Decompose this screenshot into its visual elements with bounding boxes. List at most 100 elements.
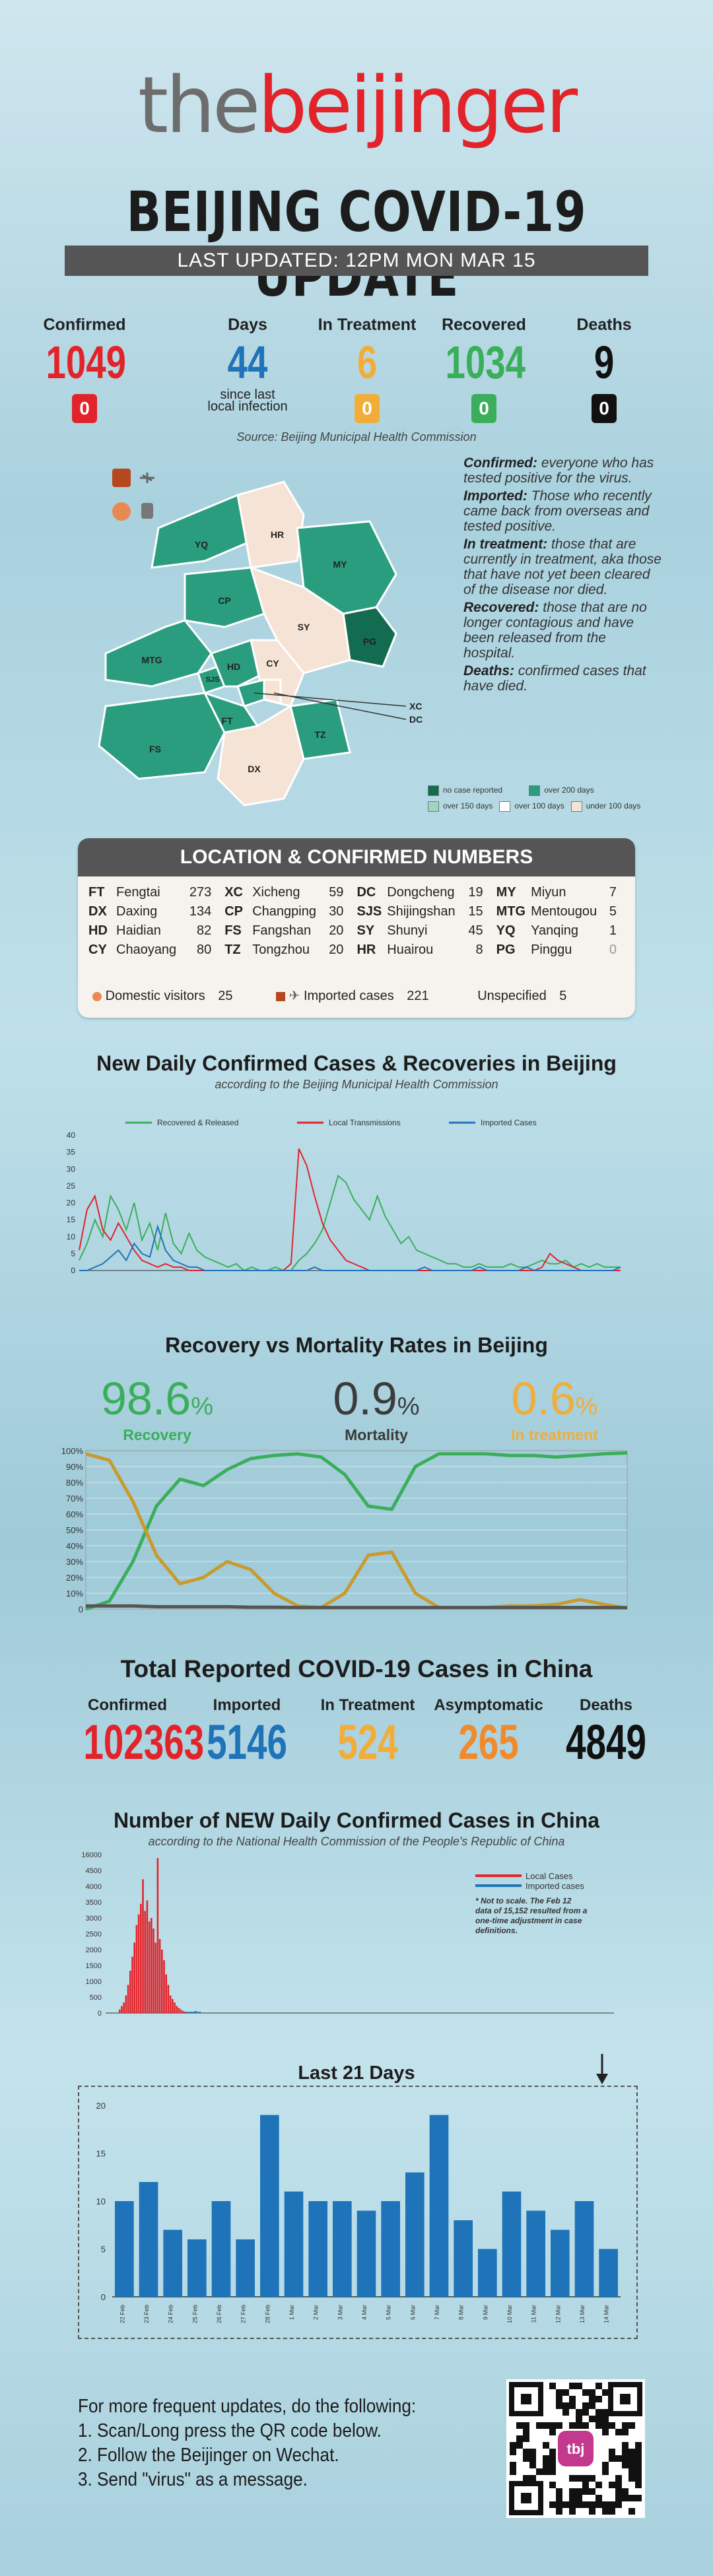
map-label-yq: YQ <box>195 539 208 550</box>
definitions: Confirmed: everyone who has tested posit… <box>463 455 662 696</box>
china-daily-bar-local <box>163 1960 165 2013</box>
qr-module <box>576 2422 582 2429</box>
stat-recovered-label: Recovered <box>442 315 526 334</box>
map-callout-lines <box>254 692 407 720</box>
qr-code[interactable]: tbj <box>506 2379 645 2518</box>
qr-module <box>615 2429 622 2435</box>
map-label-pg: PG <box>363 636 376 647</box>
legend-imported: Imported Cases <box>481 1118 537 1127</box>
qr-module <box>609 2455 615 2462</box>
qr-module <box>635 2449 642 2455</box>
domestic-icon <box>92 991 102 1001</box>
stat-deaths-value: 9 <box>594 337 615 388</box>
district-dx <box>217 704 305 807</box>
china-asymptomatic-value: 265 <box>458 1715 519 1769</box>
last21-xtick: 2 Mar <box>313 2305 320 2320</box>
district-cp <box>184 566 265 628</box>
table-row: FT Fengtai 273 XC Xicheng 59 DC Dongcheng 19 M… <box>88 885 617 900</box>
qr-module <box>602 2416 609 2422</box>
qr-module <box>609 2482 615 2488</box>
bj-daily-ytick: 10 <box>67 1232 76 1241</box>
bj-daily-line-recovered-released <box>79 1174 621 1272</box>
map-label-xc: XC <box>409 701 422 711</box>
imported-marker-icon <box>112 469 131 487</box>
airplane-icon <box>140 473 154 483</box>
china-daily-bar-local <box>119 2009 121 2013</box>
china-daily-bar-local <box>146 1900 149 2013</box>
china-treatment: In Treatment 524 <box>320 1696 415 1769</box>
rates-line-recovery <box>85 1451 628 1611</box>
qr-module <box>622 2429 628 2435</box>
qr-module <box>576 2416 582 2422</box>
qr-module <box>635 2495 642 2501</box>
footer-line-2: 1. Scan/Long press the QR code below. <box>78 2420 382 2441</box>
stat-deaths-new: 0 <box>592 394 617 423</box>
qr-module <box>576 2409 582 2416</box>
qr-module <box>569 2402 576 2409</box>
last21-bar <box>429 2115 449 2297</box>
footer-line-1: For more frequent updates, do the follow… <box>78 2396 417 2417</box>
china-daily-bar-local <box>133 1942 135 2013</box>
last21-ytick: 0 <box>101 2292 106 2302</box>
china-daily-bar-local <box>180 2009 182 2013</box>
unspecified-label: Unspecified <box>477 989 547 1003</box>
rate-treatment-label: In treatment <box>511 1426 598 1443</box>
bj-daily-ytick: 15 <box>67 1215 76 1224</box>
last21-ytick: 10 <box>96 2196 106 2206</box>
china-daily-ytick: 4500 <box>86 1867 102 1875</box>
qr-module <box>582 2475 589 2482</box>
bj-daily-line-imported-cases <box>79 1224 621 1271</box>
qr-module <box>589 2508 595 2515</box>
qr-module <box>549 2455 556 2462</box>
last21-xtick: 26 Feb <box>216 2305 222 2323</box>
bj-daily-ytick: 30 <box>67 1164 76 1173</box>
map-label-cy: CY <box>266 658 279 669</box>
rate-mortality-value: 0.9 <box>333 1373 397 1424</box>
qr-module <box>549 2422 556 2429</box>
qr-module <box>543 2422 549 2429</box>
last21-xtick: 14 Mar <box>603 2305 610 2323</box>
qr-module <box>628 2422 635 2429</box>
qr-module <box>549 2501 556 2508</box>
last21-xtick: 27 Feb <box>240 2305 247 2323</box>
qr-module <box>582 2389 589 2396</box>
last21-bar <box>211 2201 231 2297</box>
china-deaths-value: 4849 <box>566 1715 646 1769</box>
district-sy <box>249 566 351 675</box>
map-label-ft: FT <box>221 715 233 726</box>
qr-module <box>589 2389 595 2396</box>
rate-treatment: 0.6% In treatment <box>489 1375 621 1444</box>
qr-module <box>569 2383 576 2389</box>
china-daily-bar-local <box>172 1998 174 2013</box>
stat-recovered: Recovered 1034 0 <box>434 315 533 423</box>
china-daily-ytick: 2000 <box>86 1946 102 1954</box>
legend-over-150: over 150 days <box>443 801 493 811</box>
stat-treatment-value: 6 <box>356 337 378 388</box>
stat-treatment-label: In Treatment <box>318 315 417 334</box>
last21-bar <box>260 2115 279 2297</box>
table-row: HD Haidian 82 FS Fangshan 20 SY Shunyi 45 YQ Ya… <box>88 923 617 938</box>
unspecified-value: 5 <box>559 989 567 1003</box>
map-label-sjs: SJS <box>206 676 220 684</box>
china-daily-bar-local <box>140 1903 142 2013</box>
qr-module <box>582 2402 589 2409</box>
last21-xtick: 28 Feb <box>264 2305 271 2323</box>
china-daily-bar-local <box>182 2010 184 2013</box>
qr-module <box>549 2383 556 2389</box>
rate-recovery-unit: % <box>191 1393 214 1420</box>
china-daily-chart: Local Cases Imported cases 16000 4500 4000… <box>81 1851 614 2018</box>
china-confirmed-value: 102363 <box>83 1715 205 1769</box>
last21-xtick: 6 Mar <box>409 2305 416 2320</box>
qr-module <box>595 2482 602 2488</box>
qr-module <box>628 2495 635 2501</box>
stat-days-value: 44 <box>227 337 268 388</box>
qr-module <box>589 2416 595 2422</box>
qr-module <box>523 2422 529 2429</box>
china-daily-bar-imported <box>197 2012 199 2013</box>
qr-module <box>615 2482 622 2488</box>
bj-daily-ytick: 25 <box>67 1181 76 1191</box>
qr-module <box>556 2402 562 2409</box>
map-legend: no case reported over 200 days over 150 … <box>428 785 652 812</box>
qr-module <box>595 2501 602 2508</box>
qr-module <box>595 2422 602 2429</box>
